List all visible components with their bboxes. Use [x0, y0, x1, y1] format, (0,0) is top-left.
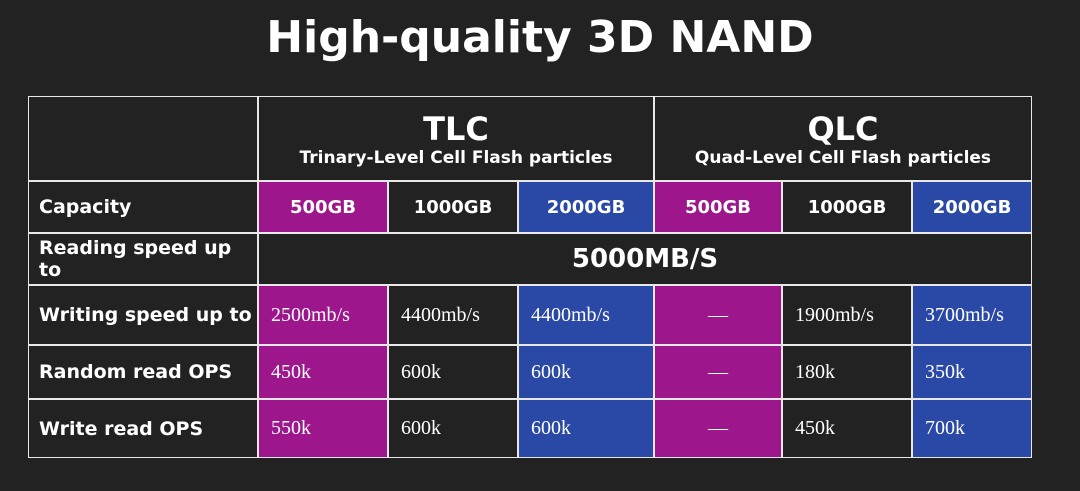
value-cell: 500GB: [654, 181, 782, 233]
row-label: Capacity: [28, 181, 258, 233]
group-name: QLC: [807, 109, 879, 148]
value-cell: 2000GB: [912, 181, 1032, 233]
value-cell: 600k: [388, 345, 518, 399]
value-cell: 1900mb/s: [782, 285, 912, 345]
group-subtitle: Quad-Level Cell Flash particles: [694, 147, 992, 168]
value-cell: 450k: [782, 399, 912, 458]
spanning-cell: 5000MB/S: [258, 233, 1032, 285]
value-cell: 500GB: [258, 181, 388, 233]
value-cell: 700k: [912, 399, 1032, 458]
value-cell: 2000GB: [518, 181, 654, 233]
row-label: Random read OPS: [28, 345, 258, 399]
value-cell: —: [654, 285, 782, 345]
value-cell: 4400mb/s: [518, 285, 654, 345]
value-cell: 4400mb/s: [388, 285, 518, 345]
value-cell: 2500mb/s: [258, 285, 388, 345]
value-cell: 350k: [912, 345, 1032, 399]
row-label: Write read OPS: [28, 399, 258, 458]
row-label: Reading speed up to: [28, 233, 258, 285]
title: High-quality 3D NAND: [266, 12, 814, 63]
group-header: TLC Trinary-Level Cell Flash particles: [258, 96, 654, 181]
value-cell: 180k: [782, 345, 912, 399]
value-cell: 3700mb/s: [912, 285, 1032, 345]
value-cell: 600k: [388, 399, 518, 458]
value-cell: 600k: [518, 399, 654, 458]
corner-cell: [28, 96, 258, 181]
group-header: QLC Quad-Level Cell Flash particles: [654, 96, 1032, 181]
row-label: Writing speed up to: [28, 285, 258, 345]
value-cell: 1000GB: [782, 181, 912, 233]
value-cell: 600k: [518, 345, 654, 399]
value-cell: 450k: [258, 345, 388, 399]
value-cell: 550k: [258, 399, 388, 458]
group-name: TLC: [423, 109, 489, 148]
value-cell: 1000GB: [388, 181, 518, 233]
group-subtitle: Trinary-Level Cell Flash particles: [299, 147, 613, 168]
value-cell: —: [654, 399, 782, 458]
value-cell: —: [654, 345, 782, 399]
